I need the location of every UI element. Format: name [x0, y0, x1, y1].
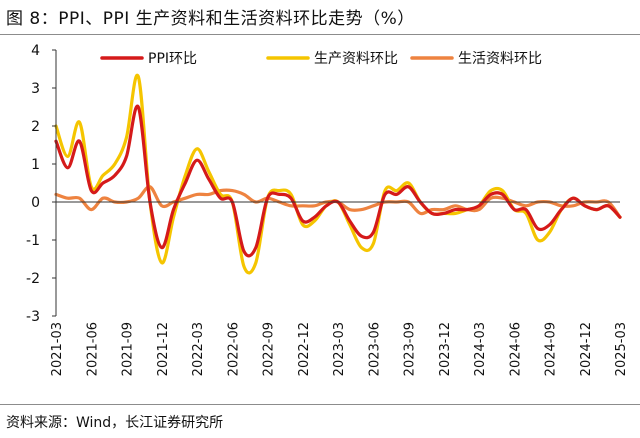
- x-tick-label: 2023-12: [438, 322, 453, 376]
- chart: PPI环比 生产资料环比 生活资料环比 -3 -2 -1 0 1 2 3 4 2021-03 2021…: [26, 43, 629, 376]
- x-tick-label: 2022-12: [297, 322, 312, 376]
- x-tick-label: 2021-06: [85, 322, 100, 376]
- x-tick-label: 2021-09: [121, 322, 136, 376]
- x-tick-label: 2025-03: [614, 322, 629, 376]
- source-note: 资料来源：Wind，长江证券研究所: [6, 415, 224, 431]
- y-tick-label: 0: [31, 195, 40, 211]
- y-tick-label: 3: [31, 81, 40, 97]
- x-tick-label: 2022-06: [226, 322, 241, 376]
- source-divider: [0, 404, 640, 405]
- legend-label: 生产资料环比: [314, 51, 398, 67]
- x-tick-label: 2021-12: [156, 322, 171, 376]
- x-tick-label: 2023-03: [332, 322, 347, 376]
- figure-title: 图 8：PPI、PPI 生产资料和生活资料环比走势（%）: [6, 9, 415, 29]
- y-tick-label: 2: [31, 119, 40, 135]
- x-tick-label: 2022-09: [262, 322, 277, 376]
- y-tick-label: 4: [31, 43, 40, 59]
- title-divider: [0, 34, 640, 35]
- y-tick-label: 1: [31, 157, 40, 173]
- y-tick-label: -2: [26, 271, 40, 287]
- x-tick-label: 2022-03: [191, 322, 206, 376]
- y-tick-label: -1: [26, 233, 40, 249]
- legend-label: PPI环比: [148, 51, 197, 67]
- x-tick-label: 2023-09: [403, 322, 418, 376]
- series-line-production: [54, 73, 622, 275]
- x-tick-label: 2024-06: [508, 322, 523, 376]
- axes: -3 -2 -1 0 1 2 3 4 2021-03 2021-06 2021-09 2021-12 2…: [26, 43, 629, 376]
- x-tick-label: 2024-03: [473, 322, 488, 376]
- legend: PPI环比 生产资料环比 生活资料环比: [100, 51, 542, 67]
- series-lines: [54, 73, 622, 275]
- x-tick-label: 2021-03: [50, 322, 65, 376]
- x-tick-label: 2024-12: [579, 322, 594, 376]
- y-tick-label: -3: [26, 309, 40, 325]
- x-tick-label: 2023-06: [367, 322, 382, 376]
- legend-label: 生活资料环比: [458, 51, 542, 67]
- x-tick-label: 2024-09: [544, 322, 559, 376]
